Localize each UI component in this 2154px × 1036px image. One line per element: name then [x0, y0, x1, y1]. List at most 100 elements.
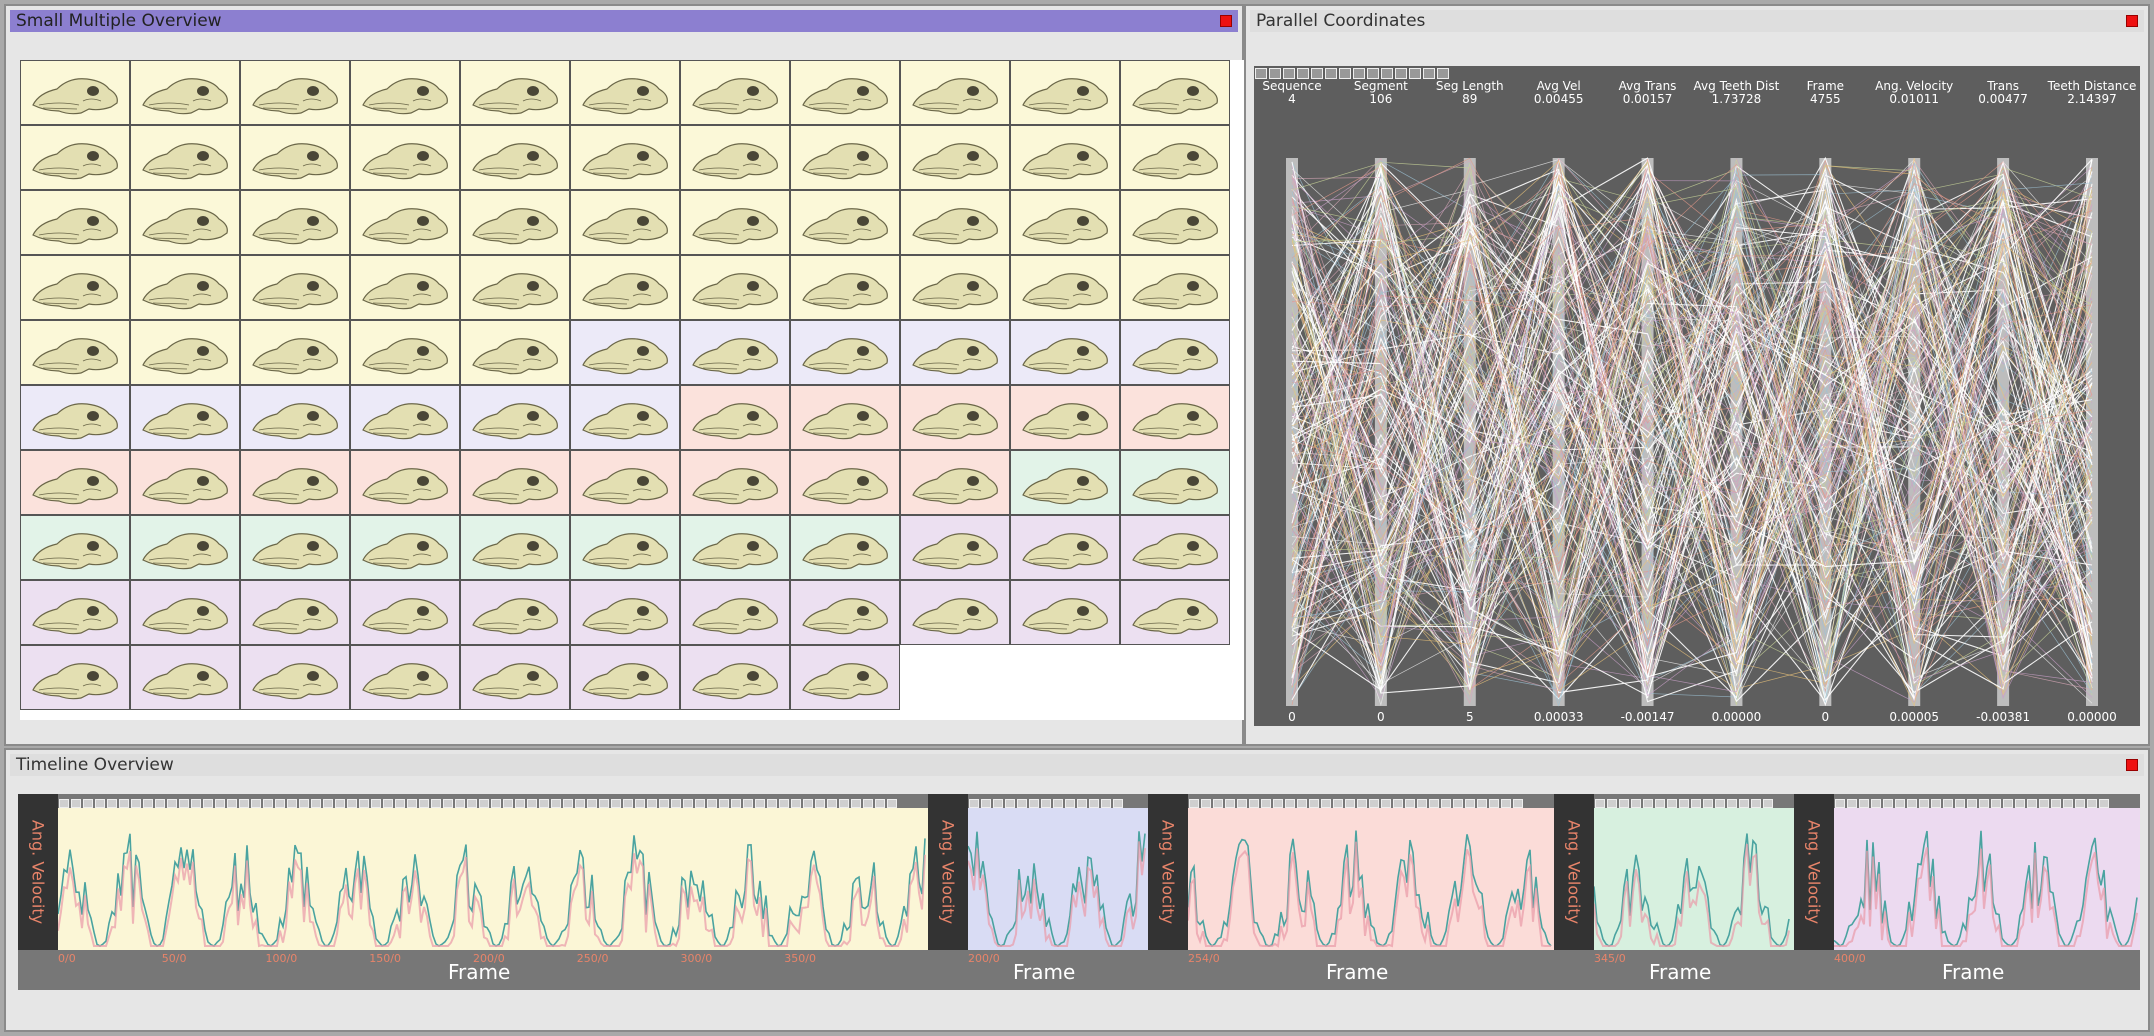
segment-tab[interactable] [1225, 799, 1235, 808]
axis-tab[interactable] [1367, 68, 1379, 79]
small-multiple-cell[interactable] [350, 320, 460, 385]
window-titlebar[interactable]: Parallel Coordinates [1250, 10, 2144, 32]
small-multiple-cell[interactable] [20, 580, 130, 645]
small-multiple-cell[interactable] [240, 645, 350, 710]
segment-tab[interactable] [1249, 799, 1259, 808]
segment-tab[interactable] [1607, 799, 1617, 808]
small-multiple-cell[interactable] [350, 645, 460, 710]
segment-tab[interactable] [731, 799, 741, 808]
segment-tab[interactable] [179, 799, 189, 808]
segment-tab[interactable] [2051, 799, 2061, 808]
segment-tab-strip[interactable] [1594, 794, 1794, 808]
segment-tab[interactable] [287, 799, 297, 808]
segment-tab[interactable] [1029, 799, 1039, 808]
small-multiple-cell[interactable] [790, 125, 900, 190]
segment-tab[interactable] [827, 799, 837, 808]
small-multiple-cell[interactable] [130, 320, 240, 385]
segment-tab[interactable] [1357, 799, 1367, 808]
segment-tab[interactable] [611, 799, 621, 808]
small-multiple-cell[interactable] [570, 255, 680, 320]
segment-tab[interactable] [407, 799, 417, 808]
segment-tab[interactable] [1739, 799, 1749, 808]
segment-tab[interactable] [191, 799, 201, 808]
axis-tab[interactable] [1353, 68, 1365, 79]
segment-tab[interactable] [1345, 799, 1355, 808]
small-multiple-cell[interactable] [350, 515, 460, 580]
axis-tab[interactable] [1325, 68, 1337, 79]
segment-tab[interactable] [2015, 799, 2025, 808]
segment-tab[interactable] [779, 799, 789, 808]
segment-tab[interactable] [419, 799, 429, 808]
small-multiple-cell[interactable] [900, 450, 1010, 515]
small-multiple-cell[interactable] [680, 580, 790, 645]
small-multiple-cell[interactable] [1120, 450, 1230, 515]
small-multiple-cell[interactable] [130, 450, 240, 515]
segment-tab[interactable] [599, 799, 609, 808]
segment-tab[interactable] [395, 799, 405, 808]
segment-tab[interactable] [575, 799, 585, 808]
segment-tab[interactable] [1619, 799, 1629, 808]
segment-tab[interactable] [1333, 799, 1343, 808]
segment-tab[interactable] [551, 799, 561, 808]
segment-tab[interactable] [2063, 799, 2073, 808]
segment-tab[interactable] [1907, 799, 1917, 808]
segment-tab[interactable] [1369, 799, 1379, 808]
segment-tab[interactable] [695, 799, 705, 808]
small-multiple-cell[interactable] [130, 385, 240, 450]
timeline-segment[interactable]: Ang. Velocity 254/0 Frame [1148, 794, 1554, 990]
timeline-segment[interactable]: Ang. Velocity 0/0 50/0 100/0 150/0 200/0 250/0… [18, 794, 928, 990]
small-multiple-cell[interactable] [1010, 320, 1120, 385]
small-multiple-cell[interactable] [20, 190, 130, 255]
segment-tab[interactable] [969, 799, 979, 808]
small-multiple-cell[interactable] [20, 320, 130, 385]
small-multiple-cell[interactable] [350, 190, 460, 255]
segment-tab[interactable] [167, 799, 177, 808]
segment-tab[interactable] [1429, 799, 1439, 808]
segment-tab[interactable] [1643, 799, 1653, 808]
small-multiple-cell[interactable] [570, 385, 680, 450]
small-multiple-cell[interactable] [240, 450, 350, 515]
small-multiple-cell[interactable] [1010, 60, 1120, 125]
axis-tab[interactable] [1255, 68, 1267, 79]
segment-tab[interactable] [1405, 799, 1415, 808]
timeline-segment[interactable]: Ang. Velocity 345/0 Frame [1554, 794, 1794, 990]
segment-tab[interactable] [347, 799, 357, 808]
segment-tab[interactable] [635, 799, 645, 808]
small-multiple-cell[interactable] [790, 645, 900, 710]
segment-tab[interactable] [1991, 799, 2001, 808]
segment-tab[interactable] [1763, 799, 1773, 808]
segment-tab-strip[interactable] [1834, 794, 2140, 808]
segment-tab[interactable] [539, 799, 549, 808]
segment-tab[interactable] [1077, 799, 1087, 808]
segment-tab[interactable] [839, 799, 849, 808]
segment-tab-strip[interactable] [58, 794, 928, 808]
segment-tab[interactable] [59, 799, 69, 808]
small-multiple-cell[interactable] [350, 125, 460, 190]
segment-tab[interactable] [1703, 799, 1713, 808]
segment-tab[interactable] [83, 799, 93, 808]
small-multiple-cell[interactable] [350, 60, 460, 125]
small-multiple-cell[interactable] [1010, 190, 1120, 255]
segment-tab[interactable] [707, 799, 717, 808]
small-multiple-cell[interactable] [460, 450, 570, 515]
segment-tab[interactable] [767, 799, 777, 808]
small-multiple-cell[interactable] [20, 125, 130, 190]
small-multiple-cell[interactable] [1120, 190, 1230, 255]
small-multiple-cell[interactable] [790, 450, 900, 515]
segment-tab[interactable] [203, 799, 213, 808]
segment-tab[interactable] [1477, 799, 1487, 808]
axis-tab[interactable] [1297, 68, 1309, 79]
segment-tab[interactable] [479, 799, 489, 808]
small-multiple-cell[interactable] [460, 580, 570, 645]
small-multiple-cell[interactable] [1010, 580, 1120, 645]
small-multiple-cell[interactable] [790, 255, 900, 320]
axis-tab[interactable] [1423, 68, 1435, 79]
axis-tab[interactable] [1283, 68, 1295, 79]
axis-tab-strip[interactable] [1254, 64, 1450, 79]
small-multiple-cell[interactable] [20, 60, 130, 125]
timeline-area[interactable]: Ang. Velocity 0/0 50/0 100/0 150/0 200/0 250/0… [18, 794, 2140, 990]
segment-tab[interactable] [2039, 799, 2049, 808]
segment-tab[interactable] [1189, 799, 1199, 808]
segment-tab[interactable] [1089, 799, 1099, 808]
segment-tab[interactable] [1237, 799, 1247, 808]
